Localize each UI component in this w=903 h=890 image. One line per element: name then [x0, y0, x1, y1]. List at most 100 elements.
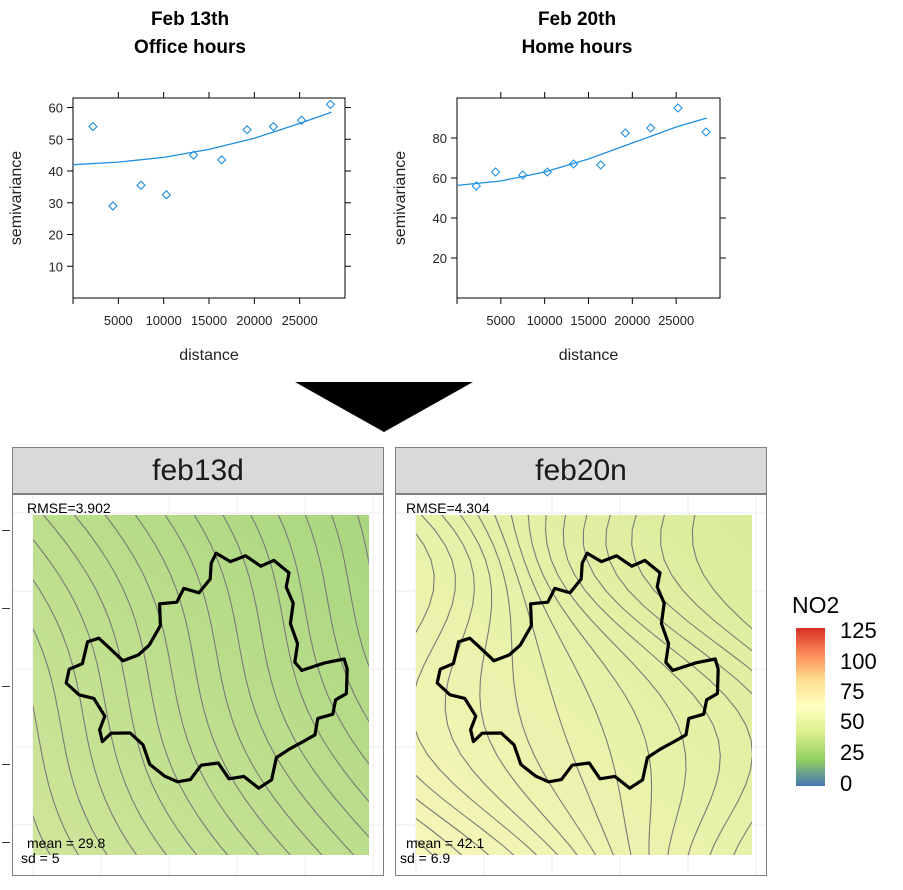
contour-line	[510, 515, 632, 855]
down-arrow-icon	[295, 382, 473, 432]
y-tick-label: 60	[433, 171, 447, 186]
contour-line	[494, 515, 614, 855]
legend-tick-75: 75	[840, 679, 865, 704]
map-2-mean: mean = 42.1	[406, 835, 485, 851]
contour-line	[33, 815, 51, 855]
variogram-1-title: Feb 13th Office hours	[60, 6, 320, 62]
y-tick-label: 20	[433, 251, 447, 266]
contour-line	[222, 515, 369, 838]
contour-line	[691, 515, 752, 630]
semivariance-point	[701, 127, 711, 137]
contour-line	[396, 495, 398, 876]
contour-lines	[13, 495, 369, 876]
legend-tick-50: 50	[840, 709, 865, 734]
variogram-2-title-line2: Home hours	[521, 37, 633, 58]
map-1-y-axis	[0, 530, 10, 860]
contour-line	[33, 627, 108, 855]
contour-line	[33, 704, 80, 855]
x-axis-label: distance	[179, 347, 239, 364]
map-1-mean: mean = 29.8	[27, 835, 106, 851]
map-2-sd: sd = 6.9	[400, 850, 451, 866]
contour-line	[134, 515, 291, 855]
semivariance-point	[88, 121, 98, 132]
contour-line	[416, 533, 515, 855]
map-panel-feb20n: RMSE=4.304 mean = 42.1 sd = 6.9	[395, 494, 767, 876]
contour-line	[459, 515, 578, 855]
contour-line	[631, 515, 752, 672]
variogram-2-chart: 5000 10000 15000 20000 25000 20 40 60 80 distance…	[392, 92, 726, 364]
semivariance-point	[136, 180, 146, 191]
contour-line	[441, 515, 559, 855]
map-panel-feb13d: RMSE=3.902 mean = 29.8 sd = 5	[12, 494, 384, 876]
x-tick-label: 5000	[104, 313, 133, 328]
semivariance-point	[325, 99, 336, 110]
contour-line	[193, 515, 355, 855]
semivariance-point	[568, 159, 579, 169]
contour-line	[73, 515, 229, 855]
semivariance-point	[108, 201, 118, 211]
x-tick-label: 10000	[527, 313, 563, 328]
city-boundary-outline	[435, 551, 720, 790]
legend-tick-100: 100	[840, 649, 877, 674]
map-1-rmse: RMSE=3.902	[27, 500, 111, 516]
semivariance-point	[490, 167, 501, 177]
semivariance-point	[296, 115, 307, 126]
semivariance-point	[268, 121, 279, 132]
semivariance-point	[188, 150, 199, 160]
semivariance-point	[620, 128, 631, 138]
plot-frame	[456, 97, 721, 299]
semivariance-point	[645, 123, 656, 133]
contour-line	[582, 515, 752, 855]
legend-colorbar	[796, 628, 825, 786]
contour-line	[33, 578, 138, 855]
y-tick-label: 10	[49, 259, 63, 274]
legend-title: NO2	[792, 592, 840, 618]
contour-line	[356, 515, 369, 566]
y-axis-label: semivariance	[392, 151, 409, 245]
contour-line	[605, 515, 752, 855]
city-boundary-outline	[64, 551, 349, 790]
semivariance-point	[471, 181, 482, 191]
x-tick-label: 15000	[570, 313, 606, 328]
semivariance-point	[595, 160, 606, 170]
legend-tick-125: 125	[840, 618, 877, 643]
contour-line	[416, 798, 490, 855]
y-tick-label: 40	[49, 164, 63, 179]
x-tick-label: 5000	[486, 313, 515, 328]
contour-line	[250, 515, 369, 803]
contour-line	[477, 515, 597, 855]
contour-line	[562, 515, 721, 855]
map-2-surface	[396, 495, 766, 876]
contour-line	[33, 538, 168, 855]
variogram-1-title-line2: Office hours	[134, 37, 246, 58]
y-tick-label: 80	[433, 131, 447, 146]
fitted-variogram-line	[456, 117, 708, 187]
x-tick-label: 25000	[658, 313, 694, 328]
x-tick-label: 10000	[146, 313, 182, 328]
contour-line	[277, 515, 369, 765]
variogram-2-title-line1: Feb 20th	[537, 9, 617, 30]
contour-lines	[396, 495, 752, 876]
contour-line	[544, 515, 687, 855]
map-2-label: feb20n	[535, 453, 627, 487]
x-tick-label: 20000	[614, 313, 650, 328]
interpolated-surface	[33, 515, 369, 855]
contour-line	[164, 515, 323, 855]
y-tick-label: 50	[49, 132, 63, 147]
x-tick-label: 15000	[191, 313, 227, 328]
contour-line	[13, 495, 24, 876]
contour-line	[331, 515, 369, 668]
map-1-sd: sd = 5	[21, 850, 60, 866]
map-1-surface	[13, 495, 383, 876]
contour-line	[416, 515, 538, 855]
x-tick-label: 25000	[282, 313, 318, 328]
semivariance-point	[242, 124, 252, 135]
variogram-2-title: Feb 20th Home hours	[447, 6, 707, 62]
contour-line	[416, 817, 463, 855]
map-1-label: feb13d	[152, 453, 244, 487]
variogram-1-chart: 5000 10000 15000 20000 25000 10 20 30 40 50 60 dist…	[8, 92, 351, 364]
y-tick-label: 60	[49, 101, 63, 116]
map-strip-feb13d: feb13d	[12, 447, 384, 494]
x-tick-label: 20000	[236, 313, 272, 328]
contour-line	[104, 515, 260, 855]
